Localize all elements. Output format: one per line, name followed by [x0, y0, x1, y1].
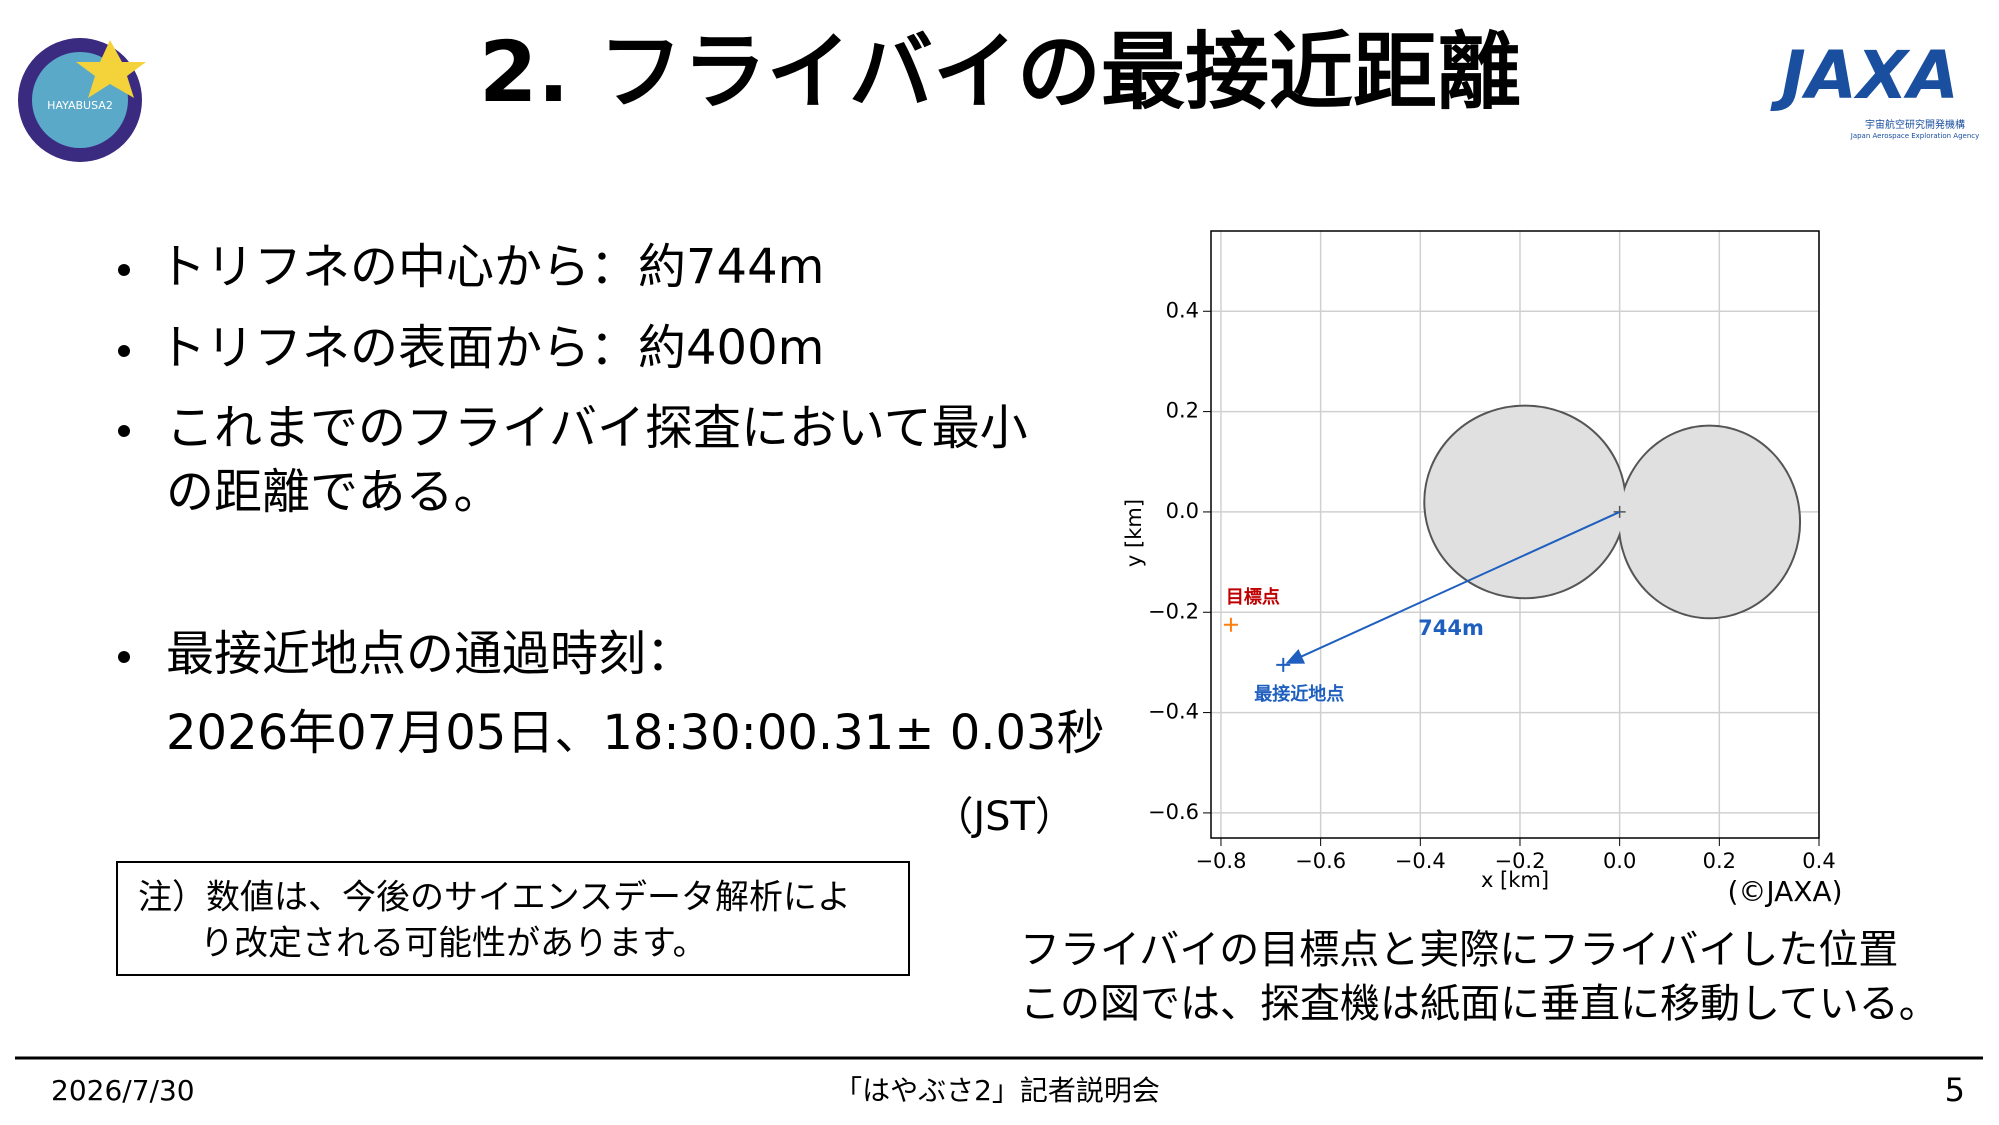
x-tick-label: 0.4 — [1802, 849, 1835, 873]
center-marker — [1613, 505, 1626, 518]
bullet-list: トリフネの中心から：約744m トリフネの表面から：約400m これまでのフライバイ… — [118, 239, 1105, 761]
note-box — [116, 861, 910, 976]
bullet-text: トリフネの中心から：約744m — [158, 239, 824, 295]
note-line: 注）数値は、今後のサイエンスデータ解析によ — [138, 878, 851, 918]
note-line: り改定される可能性があります。 — [200, 924, 707, 964]
x-tick-label: −0.6 — [1295, 849, 1346, 873]
x-tick-label: 0.2 — [1703, 849, 1736, 873]
x-tick-label: −0.4 — [1395, 849, 1446, 873]
x-tick-label: 0.0 — [1603, 849, 1636, 873]
y-tick-label: −0.2 — [1148, 599, 1199, 623]
source-label: (©JAXA) — [1727, 875, 1842, 908]
mission-logo: HAYABUSA2 — [18, 38, 146, 162]
footer-date: 2026/7/30 — [51, 1074, 195, 1107]
plot-frame — [1210, 230, 1820, 839]
emblem-text: HAYABUSA2 — [47, 99, 113, 112]
y-tick-label: 0.2 — [1166, 399, 1199, 423]
point — [1223, 617, 1238, 632]
distance-label: 744m — [1418, 616, 1484, 640]
bullet-text: トリフネの表面から：約400m — [158, 320, 824, 376]
x-tick-label: −0.2 — [1494, 849, 1545, 873]
bullet-text: 最接近地点の通過時刻： — [166, 626, 694, 682]
point-label: 目標点 — [1226, 586, 1280, 608]
page-number: 5 — [1945, 1071, 1965, 1109]
footer-event: 「はやぶさ2」記者説明会 — [834, 1074, 1160, 1107]
distance-arrow — [1285, 511, 1621, 664]
y-tick-label: −0.6 — [1148, 800, 1199, 824]
y-tick-label: 0.4 — [1166, 298, 1199, 322]
caption-line: この図では、探査機は紙面に垂直に移動している。 — [1020, 981, 1939, 1027]
x-tick-label: −0.8 — [1195, 849, 1246, 873]
bullet-dot — [118, 345, 130, 357]
asteroid-body — [1425, 406, 1625, 598]
emblem-star — [76, 40, 146, 98]
bullet-text: 2026年07月05日、18:30:00.31± 0.03秒 — [166, 705, 1105, 761]
point — [1276, 657, 1291, 672]
y-axis-label: y [km] — [1122, 499, 1146, 567]
bullet-dot — [118, 425, 130, 437]
bullet-dot — [118, 264, 130, 276]
agency-name: JAXA — [1770, 37, 1959, 114]
y-tick-label: −0.4 — [1148, 700, 1199, 724]
y-tick-label: 0.0 — [1166, 499, 1199, 523]
agency-name-en: Japan Aerospace Exploration Agency — [1850, 132, 1980, 140]
bullet-text: の距離である。 — [166, 464, 502, 520]
bullet-text: これまでのフライバイ探査において最小 — [166, 400, 1028, 456]
slide-title: 2. フライバイの最接近距離 — [479, 23, 1521, 121]
point-label: 最接近地点 — [1254, 683, 1344, 705]
x-axis-label: x [km] — [1481, 868, 1549, 892]
agency-logo: JAXA 宇宙航空研究開発機構 Japan Aerospace Explorat… — [1770, 37, 1979, 140]
agency-name-ja: 宇宙航空研究開発機構 — [1865, 118, 1965, 131]
flyby-chart: −0.8 −0.6 −0.4 −0.2 0.0 0.2 0.4 −0.6 −0.4 −0.2 0.0… — [1122, 230, 1843, 908]
asteroid-body — [1619, 426, 1800, 618]
bullet-dot — [118, 651, 130, 663]
caption-line: フライバイの目標点と実際にフライバイした位置 — [1020, 927, 1898, 973]
timezone: （JST） — [933, 794, 1075, 840]
